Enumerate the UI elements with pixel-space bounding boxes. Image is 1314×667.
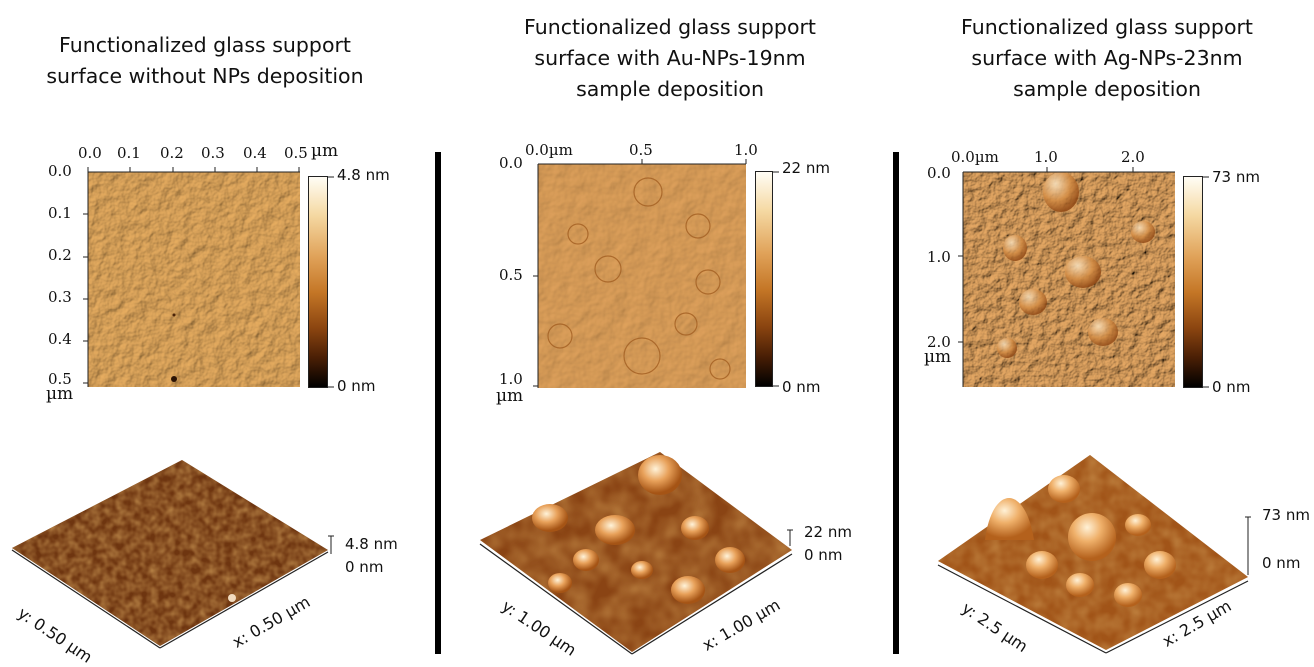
panel-1-y-tick: 0.2 [48,246,72,264]
panel-1-y-tick: 0.0 [48,162,72,180]
panel-1-x-tick: 0.3 [201,144,225,162]
panel-3-y-unit: µm [924,347,952,367]
colorbar-3-ticks [1203,176,1209,388]
panel-1-x-tick: 0.4 [243,144,267,162]
panel-1-x-unit: µm [311,141,339,161]
panel-1-x-tick: 0.0 [78,144,102,162]
colorbar-1 [308,176,328,388]
panel-divider [893,152,899,654]
panel-3-y-tick: 0.0 [927,164,951,182]
panel-3-x-tick: 1.0 [1034,148,1058,166]
panel-2-y-tick: 1.0 [499,370,523,388]
panel-2-z-min-label: 0 nm [804,546,843,564]
panel-3-y-tick: 2.0 [927,333,951,351]
afm-3d-surface-3 [937,455,1251,654]
panel-1-x-tick: 0.1 [117,144,141,162]
afm-2d-image-1 [88,172,300,387]
panel-1-axis-ticks [83,167,300,387]
colorbar-3 [1183,176,1203,388]
panel-2-y-tick: 0.0 [499,154,523,172]
panel-2-y-unit: µm [496,386,524,406]
panel-3-y-tick: 1.0 [927,248,951,266]
afm-2d-image-3 [963,172,1175,387]
colorbar-2-ticks [773,171,779,387]
panel-1-z-min-label: 0 nm [345,558,384,576]
panel-1-x-tick: 0.5 [284,144,308,162]
colorbar-1-ticks [328,176,334,388]
panel-2-title: Functionalized glass support surface wit… [524,15,816,101]
afm-3d-surface-2 [479,452,793,655]
panel-3-axis-ticks [958,167,1175,387]
colorbar-1-min-label: 0 nm [337,377,376,395]
panel-3-x-tick: 0.0µm [951,148,999,166]
panel-3-z-min-label: 0 nm [1262,554,1301,572]
panel-2-y-tick: 0.5 [499,266,523,284]
colorbar-1-max-label: 4.8 nm [337,166,390,184]
panel-2-x-tick: 1.0 [734,141,758,159]
panel-3-title: Functionalized glass support surface wit… [961,15,1253,101]
panel-1-title: Functionalized glass support surface wit… [46,33,364,88]
panel-1-y-tick: 0.5 [48,370,72,388]
panel-1-y-unit: µm [46,384,74,404]
colorbar-2 [755,171,773,387]
afm-3d-surface-1 [11,460,334,649]
panel-1-x-tick: 0.2 [160,144,184,162]
panel-2-axis-ticks [533,159,747,388]
panel-3-z-max-label: 73 nm [1262,506,1310,524]
panel-1-y-tick: 0.4 [48,330,72,348]
panel-1-y-tick: 0.1 [48,204,72,222]
colorbar-2-min-label: 0 nm [782,378,821,396]
colorbar-3-max-label: 73 nm [1212,168,1260,186]
colorbar-2-max-label: 22 nm [782,159,830,177]
panel-2-x-tick: 0.5 [629,141,653,159]
panel-1-z-max-label: 4.8 nm [345,535,398,553]
panel-2-x-tick: 0.0µm [525,141,573,159]
colorbar-3-min-label: 0 nm [1212,378,1251,396]
panel-1-y-tick: 0.3 [48,288,72,306]
panel-2-z-max-label: 22 nm [804,523,852,541]
panel-divider [435,152,441,654]
panel-3-x-tick: 2.0 [1121,148,1145,166]
afm-2d-image-2 [538,164,746,388]
